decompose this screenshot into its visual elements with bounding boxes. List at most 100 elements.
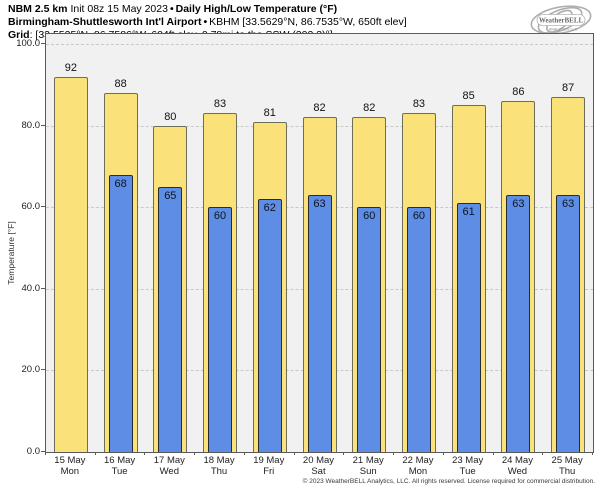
low-bar	[556, 194, 581, 452]
day-date: 18 May	[203, 455, 235, 466]
high-value-label: 85	[462, 90, 475, 103]
x-tick-mark	[45, 452, 46, 455]
low-bar	[357, 207, 382, 452]
high-value-label: 81	[263, 106, 276, 119]
low-bar	[208, 207, 233, 452]
low-value-label: 62	[263, 202, 276, 215]
init-time: Init 08z 15 May 2023	[70, 3, 168, 15]
y-tick-mark	[41, 369, 45, 371]
station-coords: KBHM [33.5629°N, 86.7535°W, 650ft elev]	[209, 16, 407, 28]
x-axis-day-label: 25 May Thu	[542, 455, 592, 477]
y-tick-mark	[41, 43, 45, 44]
y-tick-label: 60.0	[21, 201, 41, 213]
day-weekday: Fri	[263, 466, 275, 477]
low-bar	[108, 174, 133, 452]
low-bar	[307, 194, 332, 452]
y-tick-mark	[41, 206, 45, 208]
day-weekday: Tue	[111, 466, 128, 477]
day-date: 20 May	[302, 455, 335, 466]
header-separator-2: •	[203, 16, 208, 28]
day-weekday: Mon	[408, 466, 428, 477]
y-tick-label: 80.0	[21, 119, 41, 131]
plot-area: 92 88 68 80 65 83 60 81 62 82 63 82 60 83 60 85 61 86 63 87…	[45, 33, 594, 453]
low-value-label: 68	[114, 177, 127, 190]
x-axis-day-label: 22 May Mon	[393, 455, 443, 477]
x-axis-day-label: 21 May Sun	[343, 455, 393, 477]
x-tick-mark	[194, 452, 196, 455]
low-bar	[257, 199, 282, 452]
x-axis-day-label: 16 May Tue	[95, 455, 145, 477]
grid-label: Grid	[8, 29, 30, 41]
day-date: 23 May	[452, 455, 484, 466]
x-tick-mark	[94, 452, 96, 455]
chart-title: Daily High/Low Temperature (°F)	[175, 3, 338, 15]
high-value-label: 83	[213, 98, 227, 111]
low-value-label: 60	[213, 210, 227, 223]
day-weekday: Wed	[159, 466, 179, 477]
day-weekday: Thu	[210, 466, 228, 477]
high-value-label: 82	[313, 102, 326, 115]
low-bar	[456, 203, 481, 452]
day-date: 21 May	[352, 455, 384, 466]
day-date: 24 May	[501, 455, 533, 466]
high-value-label: 82	[363, 102, 376, 115]
high-value-label: 87	[562, 82, 575, 95]
day-weekday: Tue	[459, 466, 476, 477]
x-tick-mark	[542, 452, 544, 455]
header-line-1: NBM 2.5 km Init 08z 15 May 2023 • Daily Hi…	[8, 3, 407, 16]
low-value-label: 63	[512, 197, 525, 210]
high-value-label: 86	[512, 86, 525, 99]
header-separator: •	[169, 3, 174, 15]
x-tick-mark	[393, 452, 395, 455]
x-tick-mark	[293, 452, 295, 455]
day-date: 19 May	[253, 455, 285, 466]
day-date: 17 May	[153, 455, 185, 466]
day-weekday: Wed	[507, 466, 528, 477]
gridline-100	[46, 44, 593, 45]
low-value-label: 61	[462, 206, 475, 219]
logo-subtext: ANALYTICS LLC	[549, 28, 578, 32]
logo-text: WeatherBELL	[539, 17, 584, 25]
x-axis-day-label: 19 May Fri	[244, 455, 294, 477]
low-value-label: 65	[164, 189, 177, 202]
low-bar	[506, 194, 531, 452]
high-value-label: 80	[164, 110, 177, 123]
x-axis-day-label: 23 May Tue	[443, 455, 493, 477]
x-tick-mark	[243, 452, 245, 455]
high-bar	[53, 76, 88, 452]
x-tick-mark	[492, 452, 494, 455]
copyright-text: © 2023 WeatherBELL Analytics, LLC. All r…	[302, 478, 595, 485]
day-date: 25 May	[551, 455, 583, 466]
header-line-2: Birmingham-Shuttlesworth Int'l Airport • K…	[8, 16, 407, 29]
station-name: Birmingham-Shuttlesworth Int'l Airport	[8, 16, 202, 28]
high-value-label: 88	[114, 77, 127, 90]
x-tick-mark	[442, 452, 444, 455]
day-weekday: Thu	[558, 466, 576, 477]
x-axis-day-label: 15 May Mon	[45, 455, 95, 477]
x-tick-mark	[343, 452, 345, 455]
low-value-label: 60	[363, 210, 376, 223]
y-tick-label: 100.0	[16, 38, 40, 49]
y-tick-label: 0.0	[26, 446, 40, 457]
weatherbell-swirl-icon: WeatherBELL ANALYTICS LLC	[530, 5, 592, 35]
x-tick-mark	[144, 452, 146, 455]
day-date: 16 May	[104, 455, 136, 466]
high-value-label: 83	[412, 98, 426, 111]
y-tick-mark	[41, 451, 45, 452]
low-value-label: 60	[412, 210, 426, 223]
high-value-label: 92	[64, 61, 77, 74]
low-value-label: 63	[562, 197, 575, 210]
low-bar	[158, 186, 183, 452]
day-weekday: Sat	[311, 466, 326, 477]
y-tick-mark	[41, 124, 45, 126]
low-bar	[406, 207, 431, 452]
day-date: 22 May	[402, 455, 434, 466]
low-value-label: 63	[313, 197, 326, 210]
x-axis-day-label: 20 May Sat	[294, 455, 344, 477]
x-axis-day-label: 24 May Wed	[493, 455, 543, 477]
x-axis-day-label: 17 May Wed	[144, 455, 194, 477]
weatherbell-logo: WeatherBELL ANALYTICS LLC	[526, 1, 596, 46]
y-tick-mark	[41, 287, 45, 289]
x-axis-day-label: 18 May Thu	[194, 455, 244, 477]
